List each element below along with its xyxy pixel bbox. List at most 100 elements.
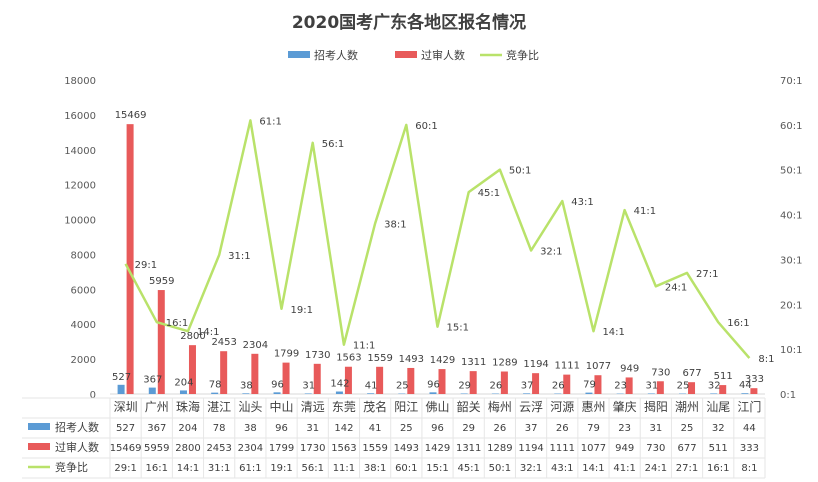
- category-label: 珠海: [176, 399, 200, 414]
- bar-s1: [647, 393, 655, 394]
- legend-marker-1: [395, 51, 417, 58]
- bar-s1: [585, 392, 593, 394]
- data-label-s2: 1311: [461, 357, 486, 368]
- bar-s1: [523, 393, 531, 394]
- bar-s1: [429, 392, 437, 394]
- table-cell: 949: [615, 443, 634, 454]
- data-label-s1: 96: [427, 379, 440, 390]
- data-label-s2: 1289: [492, 358, 517, 369]
- category-label: 广州: [145, 400, 169, 414]
- table-cell: 1289: [487, 443, 512, 454]
- data-label-s3: 14:1: [197, 327, 219, 338]
- right-axis-tick: 10:1: [780, 345, 802, 356]
- bar-s2: [688, 382, 696, 394]
- table-cell: 25: [681, 423, 694, 434]
- table-cell: 56:1: [302, 463, 324, 474]
- table-cell: 50:1: [489, 463, 511, 474]
- data-label-s1: 29: [458, 380, 471, 391]
- bar-s2: [719, 385, 727, 394]
- table-cell: 41: [369, 423, 382, 434]
- data-label-s2: 1077: [586, 361, 611, 372]
- table-cell: 26: [556, 423, 569, 434]
- bar-s1: [179, 390, 187, 394]
- data-label-s3: 15:1: [447, 323, 469, 334]
- data-label-s3: 27:1: [696, 269, 718, 280]
- table-cell: 31: [649, 423, 662, 434]
- category-label: 河源: [550, 400, 574, 414]
- category-label: 云浮: [519, 400, 543, 414]
- legend-label-1: 过审人数: [421, 48, 465, 62]
- data-label-s3: 41:1: [634, 206, 656, 217]
- table-cell: 79: [587, 423, 600, 434]
- data-label-s3: 43:1: [571, 197, 593, 208]
- table-cell: 1563: [331, 443, 356, 454]
- bar-s2: [625, 377, 633, 394]
- bar-s2: [532, 373, 540, 394]
- right-axis-tick: 70:1: [780, 76, 802, 87]
- table-cell: 32:1: [520, 463, 542, 474]
- bar-s2: [251, 353, 259, 394]
- table-cell: 730: [646, 443, 665, 454]
- category-label: 茂名: [363, 399, 387, 414]
- category-label: 汕头: [238, 400, 262, 414]
- bar-s2: [750, 388, 758, 394]
- data-label-s1: 527: [112, 372, 131, 383]
- data-label-s1: 25: [677, 381, 690, 392]
- data-label-s2: 1429: [430, 355, 455, 366]
- left-axis-tick: 0: [90, 390, 96, 401]
- bar-s2: [469, 371, 477, 394]
- table-cell: 16:1: [146, 463, 168, 474]
- data-label-s1: 41: [365, 380, 378, 391]
- table-cell: 41:1: [613, 463, 635, 474]
- bar-s1: [273, 392, 281, 394]
- data-label-s2: 2800: [180, 331, 205, 342]
- table-cell: 96: [431, 423, 444, 434]
- bar-s1: [211, 392, 219, 394]
- data-label-s1: 96: [271, 379, 284, 390]
- table-cell: 1077: [581, 443, 606, 454]
- data-label-s2: 730: [651, 367, 670, 378]
- data-label-s1: 31: [645, 380, 658, 391]
- bar-s2: [188, 345, 196, 394]
- table-cell: 14:1: [582, 463, 604, 474]
- table-cell: 44: [743, 423, 756, 434]
- bar-s1: [741, 393, 749, 394]
- data-label-s1: 31: [302, 380, 315, 391]
- category-label: 揭阳: [644, 399, 668, 414]
- table-cell: 1429: [425, 443, 450, 454]
- left-axis-tick: 4000: [71, 320, 96, 331]
- table-cell: 367: [147, 423, 166, 434]
- bar-s1: [335, 391, 343, 394]
- data-label-s2: 5959: [149, 276, 174, 287]
- data-label-s3: 19:1: [291, 305, 313, 316]
- data-label-s1: 79: [583, 380, 596, 391]
- table-cell: 1194: [518, 443, 543, 454]
- data-label-s2: 1493: [399, 354, 424, 365]
- bar-s2: [594, 375, 602, 394]
- table-cell: 60:1: [395, 463, 417, 474]
- table-cell: 23: [618, 423, 631, 434]
- data-label-s1: 26: [490, 381, 503, 392]
- category-label: 韶关: [457, 399, 481, 414]
- category-label: 肇庆: [613, 399, 637, 414]
- table-cell: 45:1: [457, 463, 479, 474]
- bar-s1: [242, 393, 250, 394]
- data-label-s2: 949: [620, 363, 639, 374]
- table-cell: 333: [740, 443, 759, 454]
- data-label-s1: 367: [143, 375, 162, 386]
- table-cell: 37: [525, 423, 538, 434]
- bar-s1: [148, 387, 156, 394]
- table-row-label-1: 过审人数: [55, 440, 99, 454]
- table-cell: 15:1: [426, 463, 448, 474]
- data-label-s1: 26: [552, 381, 565, 392]
- table-cell: 511: [709, 443, 728, 454]
- bar-s2: [500, 371, 508, 394]
- bar-s2: [220, 351, 228, 394]
- category-label: 梅州: [488, 399, 512, 414]
- data-label-s3: 16:1: [166, 318, 188, 329]
- data-label-s1: 142: [330, 379, 349, 390]
- table-cell: 61:1: [239, 463, 261, 474]
- table-cell: 38: [244, 423, 257, 434]
- chart-title: 2020国考广东各地区报名情况: [292, 12, 526, 33]
